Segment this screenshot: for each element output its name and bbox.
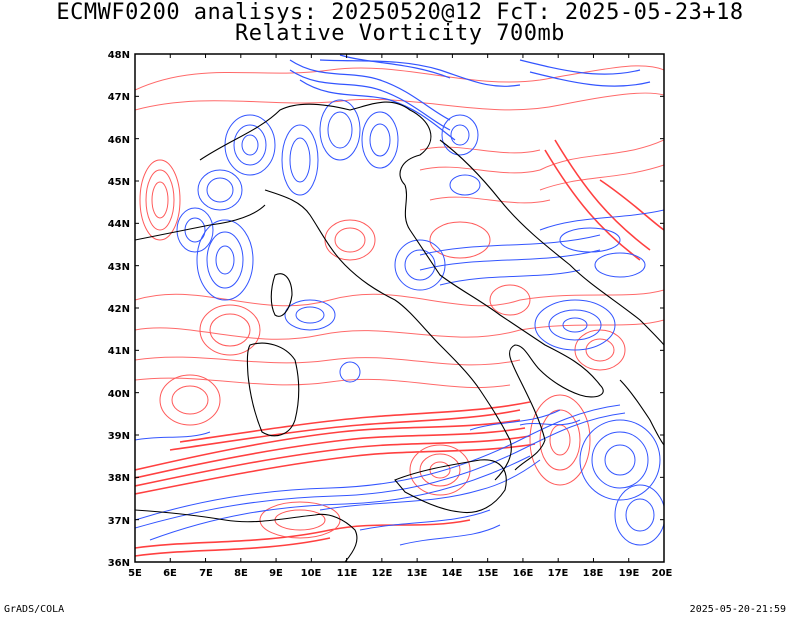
- lat-label: 36N: [108, 558, 130, 569]
- lon-label: 10E: [301, 568, 322, 579]
- lon-label: 14E: [442, 568, 463, 579]
- lon-label: 11E: [337, 568, 358, 579]
- lon-label: 15E: [478, 568, 499, 579]
- lat-label: 37N: [108, 516, 130, 527]
- timestamp-text: 2025-05-20-21:59: [689, 604, 786, 615]
- lat-label: 46N: [108, 135, 130, 146]
- lat-label: 42N: [108, 304, 130, 315]
- lat-label: 44N: [108, 219, 130, 230]
- lon-label: 12E: [372, 568, 393, 579]
- map-title: ECMWF0200 analisys: 20250520@12 FcT: 202…: [56, 0, 744, 25]
- latitude-axis: 48N 47N 46N 45N 44N 43N 42N 41N 40N 39N …: [108, 50, 130, 569]
- lon-label: 20E: [652, 568, 673, 579]
- lon-label: 13E: [407, 568, 428, 579]
- lon-label: 6E: [163, 568, 177, 579]
- lat-label: 40N: [108, 389, 130, 400]
- credit-text: GrADS/COLA: [4, 604, 65, 615]
- lon-label: 16E: [513, 568, 534, 579]
- lon-label: 9E: [269, 568, 283, 579]
- coastline: [135, 101, 664, 562]
- lat-label: 45N: [108, 177, 130, 188]
- longitude-axis: 5E 6E 7E 8E 9E 10E 11E 12E 13E 14E 15E 1…: [128, 568, 672, 579]
- lon-label: 7E: [199, 568, 213, 579]
- lon-label: 17E: [548, 568, 569, 579]
- lat-label: 48N: [108, 50, 130, 61]
- lon-label: 8E: [234, 568, 248, 579]
- lat-label: 41N: [108, 346, 130, 357]
- lon-label: 18E: [583, 568, 604, 579]
- axis-ticks: [134, 53, 665, 563]
- lat-label: 43N: [108, 262, 130, 273]
- lat-label: 47N: [108, 92, 130, 103]
- map-subtitle: Relative Vorticity 700mb: [235, 21, 565, 46]
- lat-label: 38N: [108, 473, 130, 484]
- lat-label: 39N: [108, 431, 130, 442]
- lon-label: 19E: [619, 568, 640, 579]
- lon-label: 5E: [128, 568, 142, 579]
